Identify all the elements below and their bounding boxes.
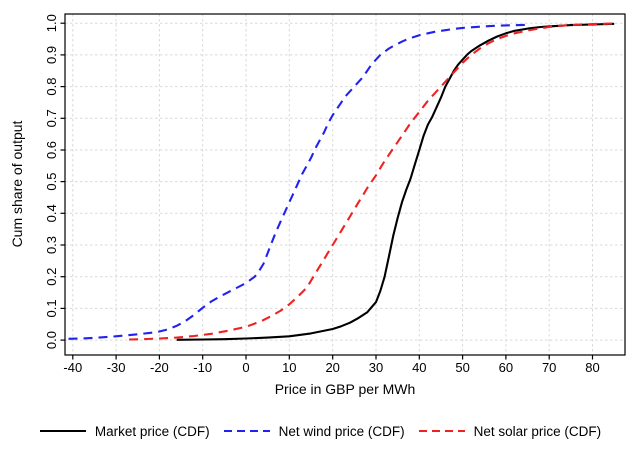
x-tick-label: 0	[242, 360, 249, 375]
series-market-price-cdf-	[176, 22, 615, 341]
x-tick-label: 10	[282, 360, 296, 375]
y-tick-label: 0.4	[44, 204, 59, 222]
legend-label-net-wind-price: Net wind price (CDF)	[278, 423, 405, 439]
x-tick-label: 20	[325, 360, 339, 375]
x-axis-title: Price in GBP per MWh	[274, 381, 416, 397]
grid	[65, 14, 625, 355]
y-tick-label: 0.0	[44, 331, 59, 349]
legend-item-net-wind-price: Net wind price (CDF)	[223, 424, 405, 439]
x-tick-label: 80	[585, 360, 599, 375]
y-tick-label: 1.0	[44, 14, 59, 32]
x-tick-label: -30	[107, 360, 126, 375]
legend-line-net-solar-price	[418, 430, 465, 432]
legend-line-net-wind-price	[223, 430, 270, 432]
x-tick-label: 70	[542, 360, 556, 375]
x-tick-label: -40	[63, 360, 82, 375]
series-net-wind-price-cdf-	[68, 23, 530, 340]
x-tick-label: -20	[150, 360, 169, 375]
legend-label-market-price: Market price (CDF)	[94, 423, 210, 439]
chart-legend: Market price (CDF) Net wind price (CDF) …	[0, 418, 640, 444]
y-tick-label: 0.2	[44, 268, 59, 286]
y-tick-label: 0.9	[44, 46, 59, 64]
x-tick-label: 30	[369, 360, 383, 375]
y-tick-label: 0.6	[44, 141, 59, 159]
y-tick-label: 0.3	[44, 236, 59, 254]
x-tick-label: 50	[455, 360, 469, 375]
series-net-solar-price-cdf-	[129, 22, 615, 341]
axis-ticks: -40 -30 -20 -10 0 10 20 30 40 50 60 70 80 0.0 0.1 0.2 0.…	[44, 14, 600, 375]
y-tick-label: 0.5	[44, 173, 59, 191]
y-tick-label: 0.7	[44, 109, 59, 127]
y-tick-label: 0.8	[44, 78, 59, 96]
legend-label-net-solar-price: Net solar price (CDF)	[473, 423, 602, 439]
y-axis-title: Cum share of output	[9, 120, 25, 248]
legend-item-net-solar-price: Net solar price (CDF)	[418, 423, 602, 439]
x-tick-label: -10	[193, 360, 212, 375]
legend-line-market-price	[39, 430, 86, 432]
x-tick-label: 40	[412, 360, 426, 375]
legend-item-market-price: Market price (CDF)	[39, 424, 210, 439]
y-tick-label: 0.1	[44, 299, 59, 317]
x-tick-label: 60	[499, 360, 513, 375]
plot-frame	[64, 13, 626, 356]
